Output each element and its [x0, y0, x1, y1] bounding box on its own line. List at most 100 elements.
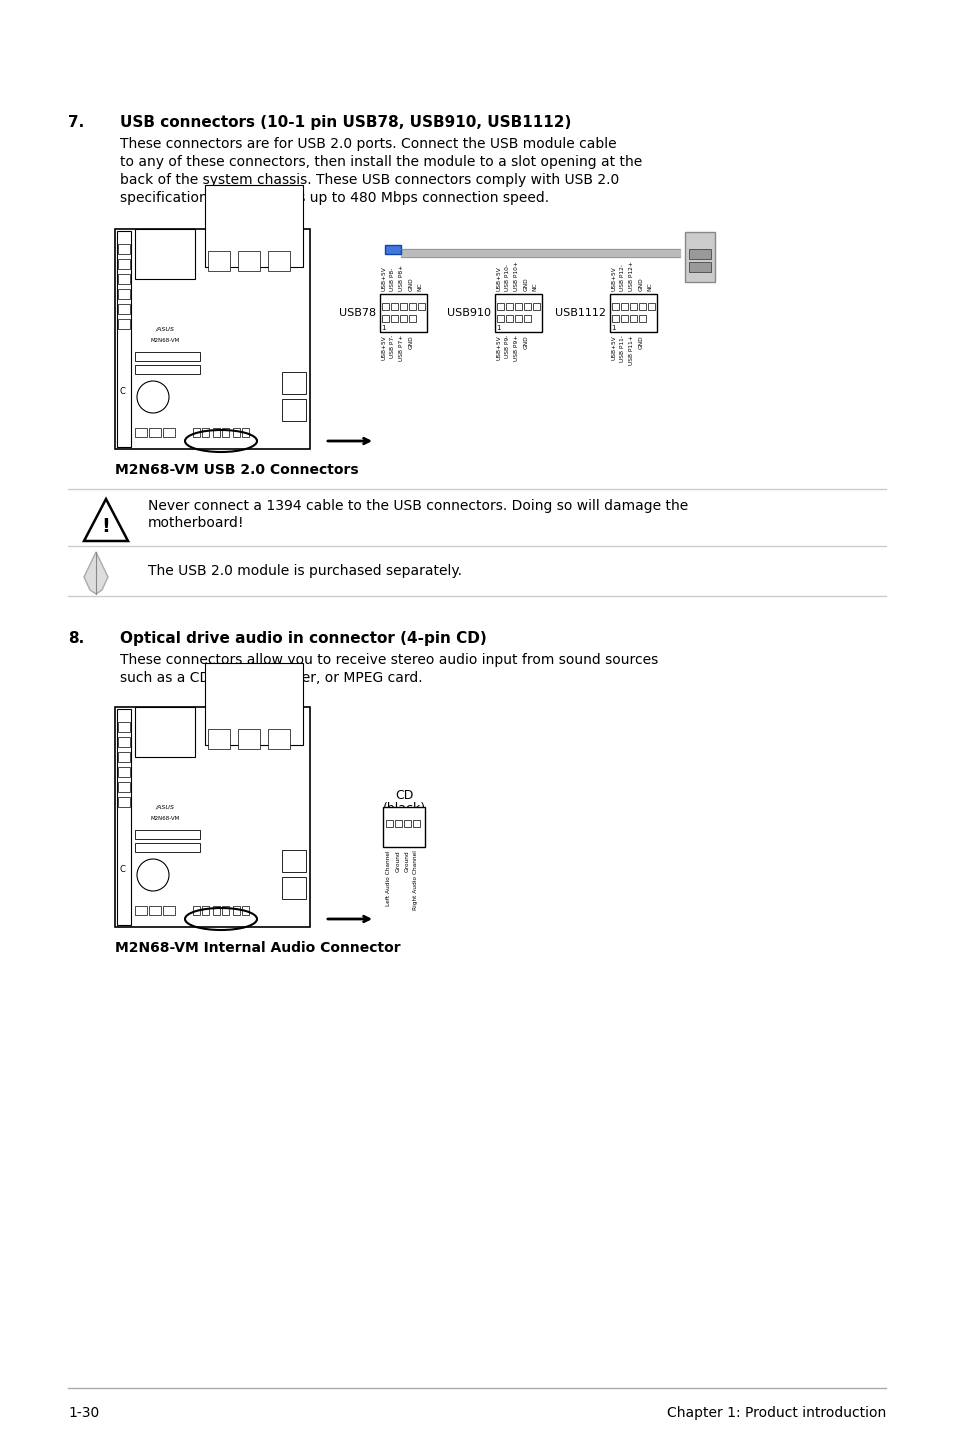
Bar	[282, 398, 306, 421]
Bar	[149, 906, 161, 915]
Bar	[688, 262, 710, 272]
Text: (black): (black)	[382, 802, 425, 815]
Text: /ASUS: /ASUS	[155, 804, 174, 810]
Bar	[135, 710, 152, 725]
Bar	[399, 303, 407, 311]
Bar	[409, 303, 416, 311]
Text: !: !	[101, 516, 111, 535]
Text: NC: NC	[647, 282, 652, 290]
Bar	[379, 293, 427, 332]
Bar	[391, 303, 397, 311]
Text: CD: CD	[395, 789, 413, 802]
Text: USB P8+: USB P8+	[399, 265, 404, 290]
Bar	[612, 303, 618, 311]
Bar	[505, 315, 513, 322]
Text: 8.: 8.	[68, 631, 84, 646]
Bar	[639, 303, 645, 311]
Bar	[237, 252, 260, 270]
Text: to any of these connectors, then install the module to a slot opening at the: to any of these connectors, then install…	[120, 155, 641, 170]
Bar	[385, 244, 400, 255]
Bar	[222, 906, 229, 915]
Text: 1: 1	[610, 325, 615, 331]
Text: GND: GND	[638, 278, 643, 290]
Bar	[222, 429, 229, 437]
Bar	[118, 275, 130, 283]
Text: USB P11+: USB P11+	[629, 335, 634, 365]
Text: M2N68-VM: M2N68-VM	[151, 817, 179, 821]
Bar	[118, 782, 130, 792]
Text: USB P7-: USB P7-	[390, 335, 395, 358]
Bar	[163, 906, 174, 915]
Text: USB connectors (10-1 pin USB78, USB910, USB1112): USB connectors (10-1 pin USB78, USB910, …	[120, 115, 571, 129]
Text: M2N68-VM: M2N68-VM	[151, 338, 179, 344]
Text: GND: GND	[408, 278, 413, 290]
Text: USB P12+: USB P12+	[629, 262, 634, 290]
Text: USB+5V: USB+5V	[496, 335, 501, 360]
Text: USB P9-: USB P9-	[505, 335, 510, 358]
Text: GND: GND	[638, 335, 643, 348]
Text: Right Audio Channel: Right Audio Channel	[413, 850, 418, 910]
Bar	[193, 906, 200, 915]
Text: Optical drive audio in connector (4-pin CD): Optical drive audio in connector (4-pin …	[120, 631, 486, 646]
Bar	[515, 315, 521, 322]
Text: USB910: USB910	[447, 308, 491, 318]
Text: USB+5V: USB+5V	[611, 335, 616, 360]
Text: These connectors are for USB 2.0 ports. Connect the USB module cable: These connectors are for USB 2.0 ports. …	[120, 137, 616, 151]
Bar	[609, 293, 657, 332]
Bar	[118, 766, 130, 777]
Bar	[135, 830, 200, 838]
Bar	[157, 710, 171, 725]
Text: USB+5V: USB+5V	[381, 266, 386, 290]
Bar	[135, 352, 200, 361]
Bar	[497, 315, 503, 322]
Text: NC: NC	[417, 282, 422, 290]
Bar	[647, 303, 655, 311]
Bar	[282, 877, 306, 899]
Text: 1: 1	[380, 325, 385, 331]
Text: specification that supports up to 480 Mbps connection speed.: specification that supports up to 480 Mb…	[120, 191, 549, 206]
Bar	[213, 906, 220, 915]
Bar	[409, 315, 416, 322]
Bar	[149, 429, 161, 437]
Text: NC: NC	[532, 282, 537, 290]
Bar	[381, 315, 389, 322]
Bar	[629, 315, 637, 322]
Bar	[233, 906, 240, 915]
Bar	[118, 752, 130, 762]
Bar	[118, 244, 130, 255]
Text: Ground: Ground	[404, 850, 409, 871]
Bar	[118, 289, 130, 299]
Text: USB+5V: USB+5V	[611, 266, 616, 290]
Bar	[135, 429, 147, 437]
Text: USB P7+: USB P7+	[399, 335, 404, 361]
Bar	[282, 850, 306, 871]
Bar	[399, 315, 407, 322]
Bar	[505, 303, 513, 311]
Bar	[382, 807, 424, 847]
Text: such as a CD-ROM, TV tuner, or MPEG card.: such as a CD-ROM, TV tuner, or MPEG card…	[120, 672, 422, 684]
Bar	[386, 820, 393, 827]
Bar	[163, 429, 174, 437]
Bar	[533, 303, 539, 311]
Bar	[620, 303, 627, 311]
Text: 1: 1	[496, 325, 500, 331]
Circle shape	[137, 858, 169, 892]
Text: USB P8-: USB P8-	[390, 267, 395, 290]
Bar	[233, 429, 240, 437]
Text: Ground: Ground	[395, 850, 400, 871]
Bar	[242, 429, 249, 437]
Bar	[135, 365, 200, 374]
Polygon shape	[84, 552, 108, 594]
Text: C: C	[120, 387, 126, 395]
Bar	[237, 729, 260, 749]
Bar	[202, 906, 209, 915]
Text: USB P10+: USB P10+	[514, 262, 519, 290]
Text: 7.: 7.	[68, 115, 84, 129]
Text: /ASUS: /ASUS	[155, 326, 174, 332]
Text: USB+5V: USB+5V	[381, 335, 386, 360]
Bar	[208, 252, 230, 270]
Bar	[208, 729, 230, 749]
Bar	[381, 303, 389, 311]
Circle shape	[137, 381, 169, 413]
Bar	[135, 843, 200, 851]
